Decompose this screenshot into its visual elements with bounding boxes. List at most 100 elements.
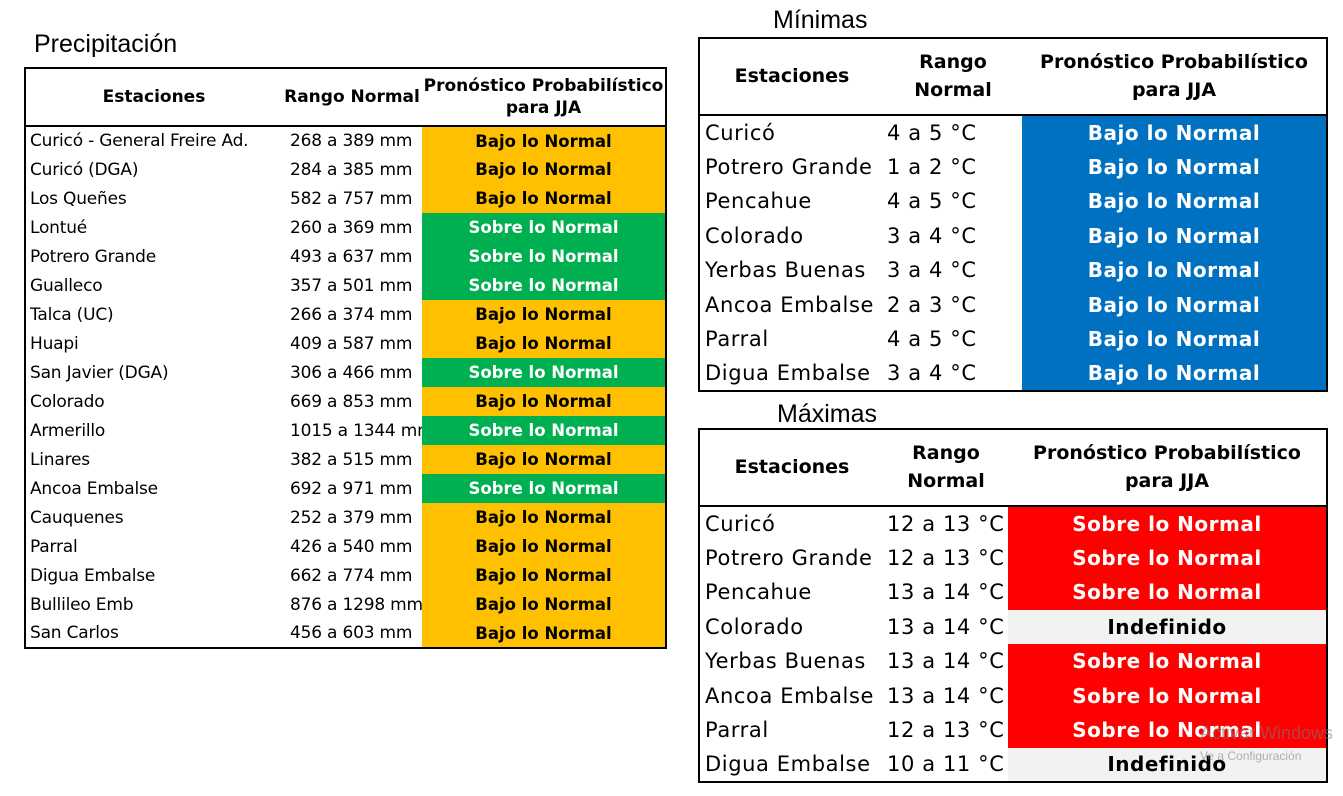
table-row: Colorado 669 a 853 mm Bajo lo Normal: [25, 387, 666, 416]
station-cell: Colorado: [705, 614, 804, 639]
maximas-body: Curicó 12 a 13 °C Sobre lo Normal Potrero G…: [699, 506, 1327, 782]
range-cell: 2 a 3 °C: [887, 292, 977, 317]
range-cell: 669 a 853 mm: [290, 391, 413, 412]
forecast-cell: Bajo lo Normal: [1022, 322, 1327, 357]
station-cell: San Carlos: [30, 623, 119, 643]
forecast-cell: Sobre lo Normal: [422, 358, 666, 387]
range-cell: 284 a 385 mm: [290, 159, 413, 180]
range-cell: 12 a 13 °C: [887, 511, 1005, 536]
minimas-header-row: Estaciones Rango Normal Pronóstico Proba…: [699, 38, 1327, 116]
station-cell: Colorado: [705, 223, 804, 248]
header-estaciones: Estaciones: [699, 429, 884, 507]
forecast-cell: Bajo lo Normal: [422, 590, 666, 619]
station-cell: Potrero Grande: [705, 154, 873, 179]
forecast-cell: Bajo lo Normal: [422, 126, 666, 155]
station-cell: Talca (UC): [30, 304, 114, 325]
station-cell: Digua Embalse: [705, 752, 871, 777]
station-cell: Yerbas Buenas: [705, 649, 866, 674]
range-cell: 1 a 2 °C: [887, 154, 977, 179]
station-cell: Bullileo Emb: [30, 594, 134, 615]
table-row: Digua Embalse 3 a 4 °C Bajo lo Normal: [699, 356, 1327, 391]
station-cell: Cauquenes: [30, 507, 124, 528]
table-row: Ancoa Embalse 2 a 3 °C Bajo lo Normal: [699, 287, 1327, 322]
table-row: Potrero Grande 12 a 13 °C Sobre lo Normal: [699, 540, 1327, 575]
range-cell: 493 a 637 mm: [290, 246, 413, 267]
table-row: Pencahue 4 a 5 °C Bajo lo Normal: [699, 184, 1327, 219]
forecast-cell: Indefinido: [1008, 747, 1327, 782]
forecast-cell: Bajo lo Normal: [422, 329, 666, 358]
range-cell: 3 a 4 °C: [887, 361, 977, 386]
maximas-title: Máximas: [777, 400, 878, 428]
forecast-cell: Bajo lo Normal: [1022, 149, 1327, 184]
station-cell: Potrero Grande: [705, 545, 873, 570]
range-cell: 13 a 14 °C: [887, 649, 1005, 674]
table-row: Huapi 409 a 587 mm Bajo lo Normal: [25, 329, 666, 358]
range-cell: 426 a 540 mm: [290, 536, 413, 557]
range-cell: 382 a 515 mm: [290, 449, 413, 470]
table-row: Gualleco 357 a 501 mm Sobre lo Normal: [25, 271, 666, 300]
forecast-cell: Bajo lo Normal: [1022, 115, 1327, 150]
table-row: Potrero Grande 1 a 2 °C Bajo lo Normal: [699, 149, 1327, 184]
forecast-cell: Bajo lo Normal: [1022, 184, 1327, 219]
header-pronostico: Pronóstico Probabilístico para JJA: [422, 68, 666, 127]
table-row: Curicó - General Freire Ad. 268 a 389 mm B…: [25, 126, 666, 155]
forecast-cell: Bajo lo Normal: [422, 561, 666, 590]
table-row: Digua Embalse 10 a 11 °C Indefinido: [699, 747, 1327, 782]
table-row: Ancoa Embalse 692 a 971 mm Sobre lo Normal: [25, 474, 666, 503]
forecast-cell: Sobre lo Normal: [1008, 575, 1327, 610]
range-cell: 3 a 4 °C: [887, 223, 977, 248]
range-cell: 409 a 587 mm: [290, 333, 413, 354]
range-cell: 266 a 374 mm: [290, 304, 413, 325]
range-cell: 4 a 5 °C: [887, 327, 977, 352]
forecast-cell: Bajo lo Normal: [422, 387, 666, 416]
minimas-body: Curicó 4 a 5 °C Bajo lo Normal Potrero Gran…: [699, 115, 1327, 391]
table-row: Colorado 13 a 14 °C Indefinido: [699, 609, 1327, 644]
table-row: Yerbas Buenas 13 a 14 °C Sobre lo Normal: [699, 644, 1327, 679]
station-cell: Parral: [705, 718, 769, 743]
table-row: Lontué 260 a 369 mm Sobre lo Normal: [25, 213, 666, 242]
table-row: San Javier (DGA) 306 a 466 mm Sobre lo Nor…: [25, 358, 666, 387]
station-cell: Gualleco: [30, 275, 103, 296]
range-cell: 662 a 774 mm: [290, 565, 413, 586]
forecast-cell: Bajo lo Normal: [1022, 253, 1327, 288]
minimas-title: Mínimas: [773, 6, 868, 34]
forecast-cell: Bajo lo Normal: [422, 445, 666, 474]
header-estaciones: Estaciones: [699, 38, 884, 116]
header-estaciones: Estaciones: [25, 68, 282, 127]
minimas-table: Estaciones Rango Normal Pronóstico Proba…: [698, 37, 1328, 392]
station-cell: Los Queñes: [30, 188, 127, 209]
table-row: San Carlos 456 a 603 mm Bajo lo Normal: [25, 619, 666, 648]
table-row: Los Queñes 582 a 757 mm Bajo lo Normal: [25, 184, 666, 213]
station-cell: Curicó: [705, 511, 776, 536]
table-row: Ancoa Embalse 13 a 14 °C Sobre lo Normal: [699, 678, 1327, 713]
range-cell: 13 a 14 °C: [887, 580, 1005, 605]
forecast-cell: Indefinido: [1008, 609, 1327, 644]
range-cell: 12 a 13 °C: [887, 545, 1005, 570]
forecast-cell: Bajo lo Normal: [422, 503, 666, 532]
station-cell: Parral: [30, 536, 78, 557]
forecast-cell: Sobre lo Normal: [422, 416, 666, 445]
station-cell: Curicó: [705, 120, 776, 145]
maximas-header-row: Estaciones Rango Normal Pronóstico Proba…: [699, 429, 1327, 507]
forecast-cell: Sobre lo Normal: [422, 242, 666, 271]
table-row: Yerbas Buenas 3 a 4 °C Bajo lo Normal: [699, 253, 1327, 288]
header-pronostico: Pronóstico Probabilístico para JJA: [1008, 429, 1327, 507]
station-cell: Curicó (DGA): [30, 159, 139, 180]
station-cell: Colorado: [30, 391, 105, 412]
forecast-cell: Sobre lo Normal: [1008, 678, 1327, 713]
header-pronostico: Pronóstico Probabilístico para JJA: [1022, 38, 1327, 116]
forecast-cell: Bajo lo Normal: [422, 532, 666, 561]
table-row: Parral 426 a 540 mm Bajo lo Normal: [25, 532, 666, 561]
table-row: Curicó 12 a 13 °C Sobre lo Normal: [699, 506, 1327, 541]
table-row: Bullileo Emb 876 a 1298 mm Bajo lo Normal: [25, 590, 666, 619]
maximas-table: Estaciones Rango Normal Pronóstico Proba…: [698, 428, 1328, 783]
forecast-cell: Sobre lo Normal: [1008, 506, 1327, 541]
table-row: Pencahue 13 a 14 °C Sobre lo Normal: [699, 575, 1327, 610]
table-row: Linares 382 a 515 mm Bajo lo Normal: [25, 445, 666, 474]
header-rango-normal: Rango Normal: [282, 68, 422, 127]
station-cell: Ancoa Embalse: [30, 478, 158, 499]
forecast-cell: Sobre lo Normal: [422, 474, 666, 503]
station-cell: Armerillo: [30, 420, 106, 441]
range-cell: 4 a 5 °C: [887, 189, 977, 214]
precipitacion-title: Precipitación: [34, 30, 178, 58]
